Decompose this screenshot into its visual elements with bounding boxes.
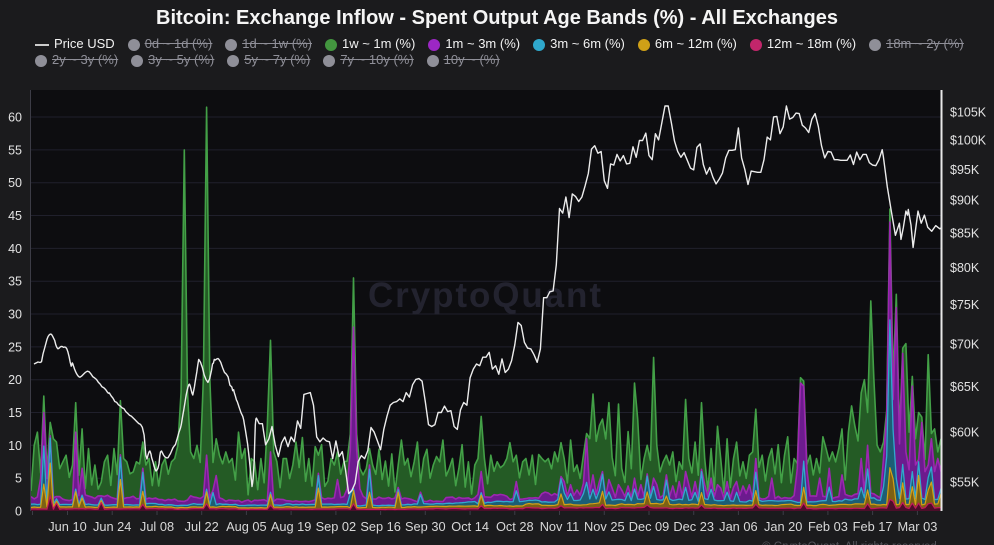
svg-text:Sep 02: Sep 02 — [316, 519, 357, 534]
svg-text:Aug 19: Aug 19 — [271, 519, 312, 534]
svg-text:35: 35 — [8, 275, 22, 289]
svg-text:Feb 17: Feb 17 — [853, 519, 893, 534]
svg-text:20: 20 — [8, 373, 22, 387]
svg-text:Oct 14: Oct 14 — [451, 519, 489, 534]
svg-text:10: 10 — [8, 439, 22, 453]
svg-text:25: 25 — [8, 340, 22, 354]
svg-text:50: 50 — [8, 176, 22, 190]
svg-text:$75K: $75K — [950, 298, 980, 312]
svg-text:Jul 22: Jul 22 — [185, 519, 219, 534]
svg-text:$80K: $80K — [950, 261, 980, 275]
svg-text:Sep 16: Sep 16 — [360, 519, 401, 534]
svg-text:Sep 30: Sep 30 — [405, 519, 446, 534]
svg-text:55: 55 — [8, 143, 22, 157]
svg-text:Jan 06: Jan 06 — [719, 519, 757, 534]
svg-text:$105K: $105K — [950, 106, 987, 120]
svg-text:$65K: $65K — [950, 380, 980, 394]
svg-text:$85K: $85K — [950, 226, 980, 240]
svg-text:Mar 03: Mar 03 — [897, 519, 937, 534]
svg-text:Feb 03: Feb 03 — [808, 519, 848, 534]
svg-text:30: 30 — [8, 308, 22, 322]
svg-text:$95K: $95K — [950, 163, 980, 177]
svg-text:45: 45 — [8, 209, 22, 223]
svg-text:CryptoQuant: CryptoQuant — [368, 276, 601, 315]
svg-text:© CryptoQuant. All rights rese: © CryptoQuant. All rights reserved. — [762, 541, 940, 545]
svg-text:$60K: $60K — [950, 426, 980, 440]
svg-text:Jun 24: Jun 24 — [93, 519, 131, 534]
svg-text:Nov 11: Nov 11 — [540, 519, 580, 534]
svg-text:$90K: $90K — [950, 194, 980, 208]
svg-text:0: 0 — [15, 505, 22, 519]
svg-text:Aug 05: Aug 05 — [226, 519, 267, 534]
svg-text:Dec 23: Dec 23 — [673, 519, 714, 534]
svg-text:$70K: $70K — [950, 338, 980, 352]
svg-text:60: 60 — [8, 111, 22, 125]
svg-text:Dec 09: Dec 09 — [629, 519, 670, 534]
svg-text:$100K: $100K — [950, 133, 987, 147]
svg-text:Nov 25: Nov 25 — [584, 519, 625, 534]
svg-text:Jul 08: Jul 08 — [140, 519, 174, 534]
svg-text:$55K: $55K — [950, 476, 980, 490]
svg-text:Jan 20: Jan 20 — [764, 519, 802, 534]
svg-text:5: 5 — [15, 472, 22, 486]
svg-text:Oct 28: Oct 28 — [496, 519, 534, 534]
svg-text:15: 15 — [8, 406, 22, 420]
svg-text:40: 40 — [8, 242, 22, 256]
svg-text:Jun 10: Jun 10 — [48, 519, 86, 534]
